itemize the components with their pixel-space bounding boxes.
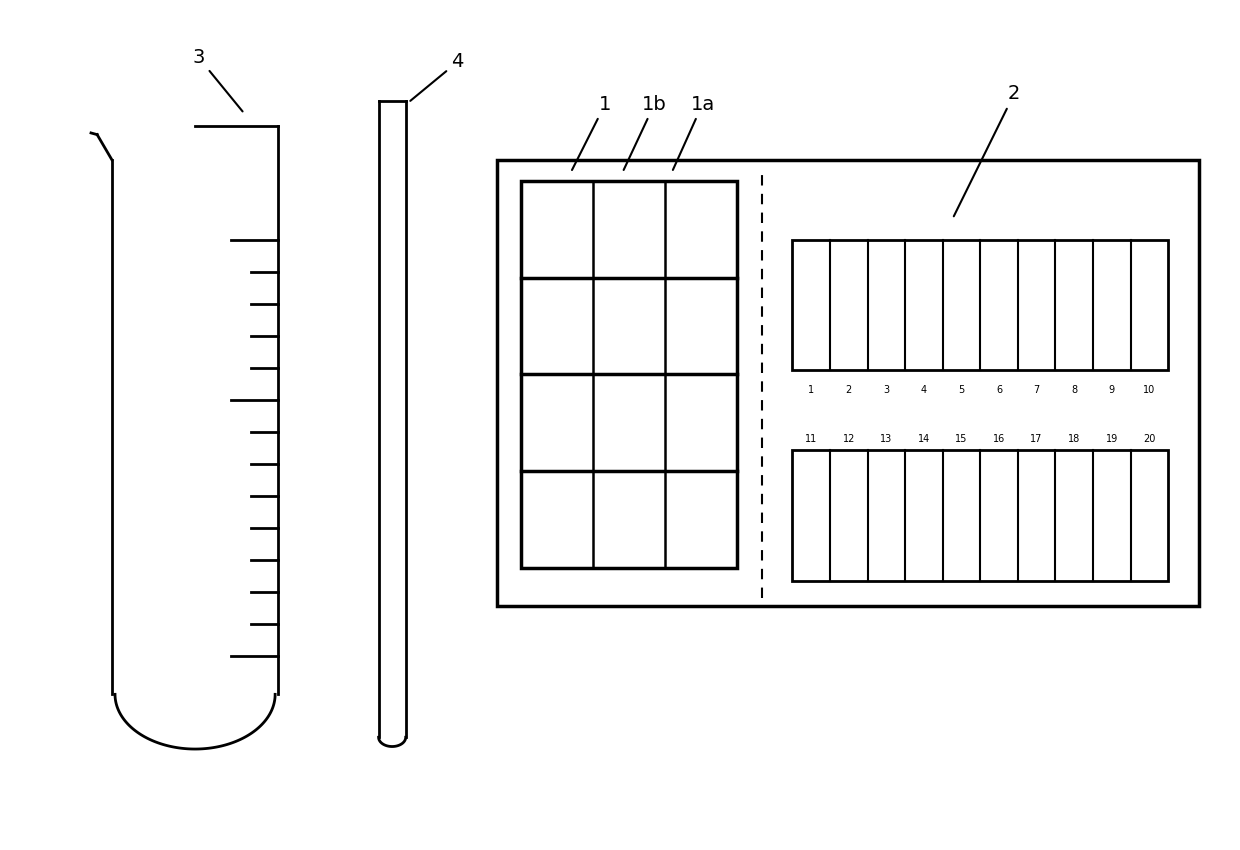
Text: 3: 3 (192, 48, 243, 111)
Text: 1b: 1b (624, 94, 667, 170)
Text: 20: 20 (1143, 434, 1156, 444)
Text: 8: 8 (1071, 385, 1078, 395)
Text: 5: 5 (959, 385, 965, 395)
Text: 4: 4 (921, 385, 928, 395)
Text: 6: 6 (996, 385, 1002, 395)
Text: 3: 3 (883, 385, 889, 395)
Text: 10: 10 (1143, 385, 1156, 395)
Text: 14: 14 (918, 434, 930, 444)
Text: 12: 12 (843, 434, 854, 444)
Text: 13: 13 (880, 434, 893, 444)
Text: 1: 1 (808, 385, 815, 395)
Text: 17: 17 (1030, 434, 1043, 444)
Text: 4: 4 (410, 53, 464, 101)
Bar (792, 240, 1168, 371)
Text: 1: 1 (572, 94, 611, 170)
Text: 1a: 1a (673, 94, 714, 170)
Text: 18: 18 (1068, 434, 1080, 444)
Text: 19: 19 (1106, 434, 1118, 444)
Text: 16: 16 (993, 434, 1006, 444)
Text: 2: 2 (954, 84, 1021, 216)
Text: 15: 15 (955, 434, 967, 444)
Bar (497, 160, 1199, 606)
Text: 2: 2 (846, 385, 852, 395)
Text: 11: 11 (805, 434, 817, 444)
Text: 7: 7 (1033, 385, 1039, 395)
Bar (522, 181, 737, 568)
Text: 9: 9 (1109, 385, 1115, 395)
Bar (792, 450, 1168, 581)
